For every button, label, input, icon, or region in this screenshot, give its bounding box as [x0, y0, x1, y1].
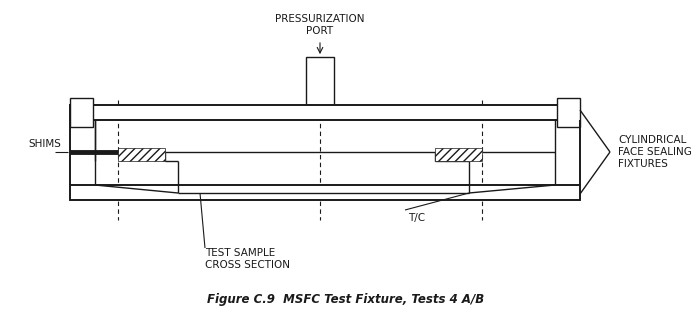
- Bar: [557, 98, 580, 127]
- Bar: [306, 57, 334, 105]
- Text: Figure C.9  MSFC Test Fixture, Tests 4 A/B: Figure C.9 MSFC Test Fixture, Tests 4 A/…: [207, 293, 484, 306]
- Bar: [70, 98, 93, 127]
- Text: PRESSURIZATION
PORT: PRESSURIZATION PORT: [275, 14, 365, 36]
- Bar: [118, 148, 165, 161]
- Bar: [70, 105, 580, 120]
- Text: T/C: T/C: [408, 213, 425, 223]
- Text: SHIMS: SHIMS: [28, 139, 61, 149]
- Bar: [435, 148, 482, 161]
- Text: TEST SAMPLE
CROSS SECTION: TEST SAMPLE CROSS SECTION: [205, 248, 290, 270]
- Text: CYLINDRICAL
FACE SEALING
FIXTURES: CYLINDRICAL FACE SEALING FIXTURES: [618, 135, 692, 169]
- Bar: [70, 185, 580, 200]
